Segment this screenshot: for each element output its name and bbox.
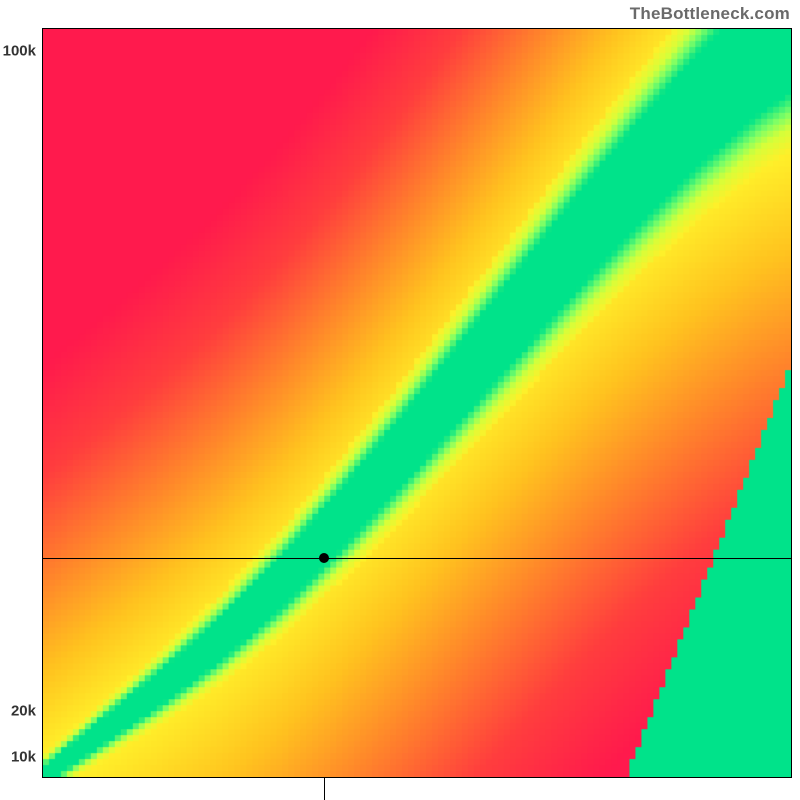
y-tick-20k: 20k bbox=[11, 703, 36, 720]
crosshair-horizontal bbox=[43, 558, 791, 559]
crosshair-marker bbox=[319, 553, 329, 563]
heatmap-canvas bbox=[43, 29, 791, 777]
y-tick-10k: 10k bbox=[11, 749, 36, 766]
bottleneck-heatmap: TheBottleneck.com 100k 20k 10k bbox=[0, 0, 800, 800]
y-tick-100k: 100k bbox=[3, 42, 36, 59]
crosshair-vertical bbox=[324, 777, 325, 800]
plot-area bbox=[42, 28, 792, 778]
attribution-text: TheBottleneck.com bbox=[630, 4, 790, 24]
